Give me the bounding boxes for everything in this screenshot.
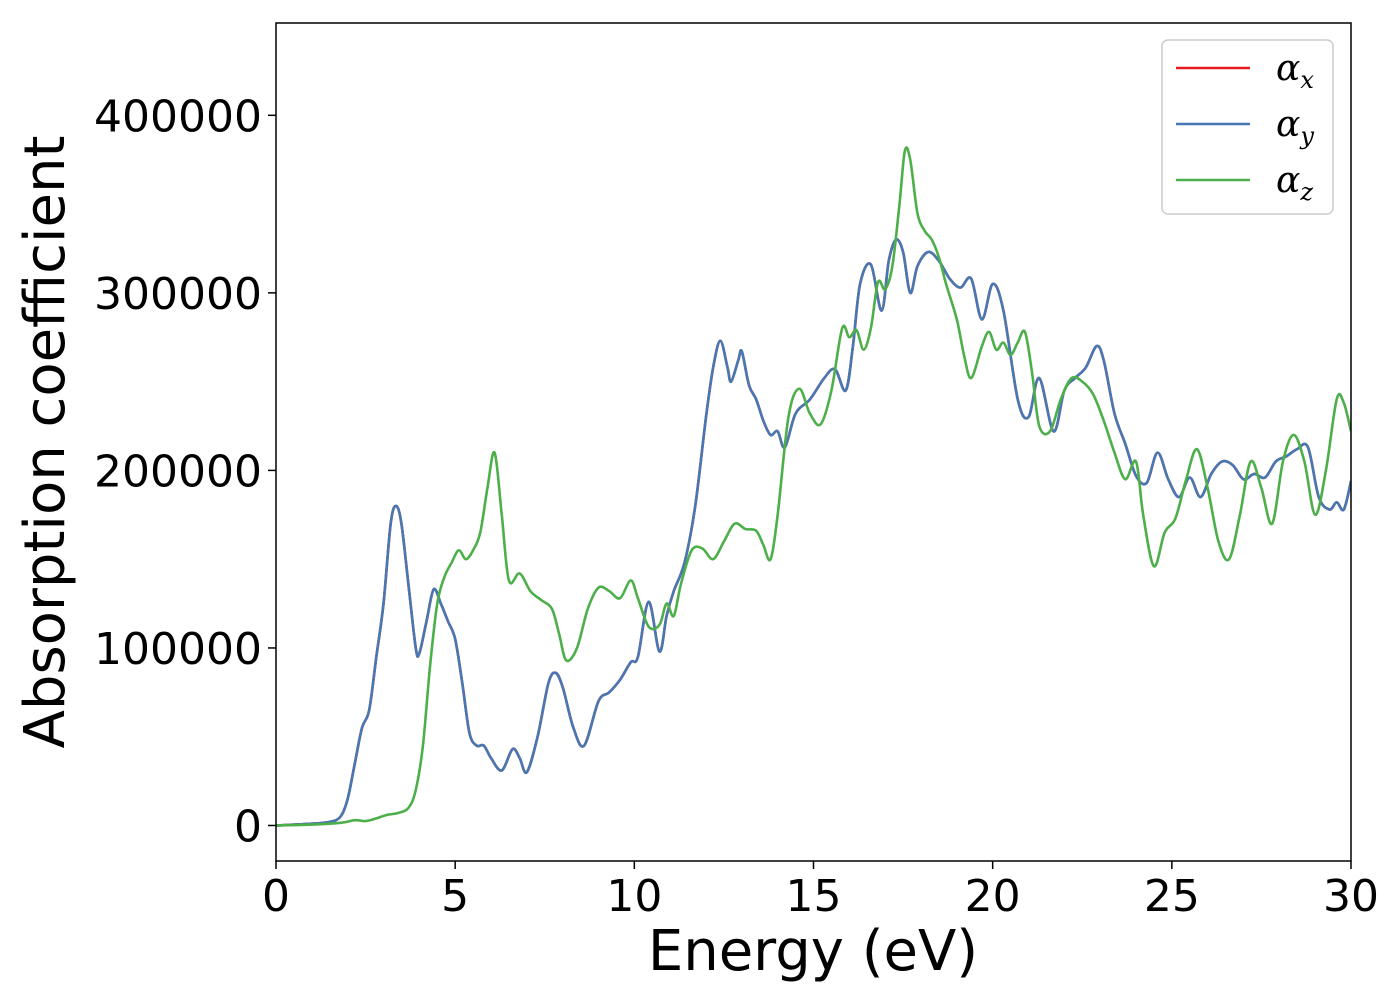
y-axis-label: Absorption coefficient <box>13 136 78 749</box>
x-tick-label: 25 <box>1144 871 1200 922</box>
legend-box <box>1161 39 1334 215</box>
x-tick-label: 5 <box>441 871 469 922</box>
x-tick-label: 0 <box>262 871 290 922</box>
x-tick-label: 30 <box>1323 871 1379 922</box>
x-tick-label: 20 <box>965 871 1021 922</box>
y-tick-label: 100000 <box>94 624 262 675</box>
legend-symbol: α <box>1276 160 1300 201</box>
y-tick-label: 400000 <box>94 91 262 142</box>
x-tick-label: 10 <box>606 871 662 922</box>
y-tick-label: 0 <box>234 801 262 852</box>
x-axis: 0 5 10 15 20 25 30 <box>262 861 1379 922</box>
series-line-alpha-y <box>276 238 1351 827</box>
series-line-alpha-z <box>276 146 1351 827</box>
legend-symbol: α <box>1276 104 1300 145</box>
y-tick-label: 300000 <box>94 269 262 320</box>
series-layer <box>276 146 1351 827</box>
legend-subscript: x <box>1300 66 1314 94</box>
legend-label-alpha-x: αx <box>1276 48 1314 94</box>
legend-subscript: y <box>1299 122 1314 150</box>
x-tick-label: 15 <box>786 871 842 922</box>
y-tick-label: 200000 <box>94 446 262 497</box>
x-axis-label: Energy (eV) <box>648 919 978 984</box>
y-axis: 0 100000 200000 300000 400000 <box>94 91 276 852</box>
legend-symbol: α <box>1276 48 1300 89</box>
legend-subscript: z <box>1299 178 1313 206</box>
legend-label-alpha-y: αy <box>1276 104 1314 150</box>
legend-label-alpha-z: αz <box>1276 160 1313 206</box>
